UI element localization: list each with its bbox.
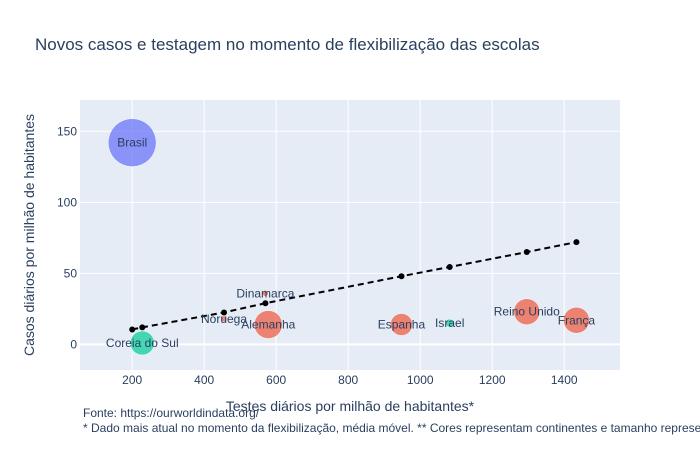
grid (80, 100, 620, 370)
x-tick-label: 1000 (407, 373, 434, 387)
trend-point (262, 300, 269, 307)
bubble-label: Dinamarca (236, 286, 294, 300)
plot-area (80, 100, 620, 370)
bubble-label: Brasil (117, 136, 147, 150)
x-axis-ticks: 200 400 600 800 1000 1200 1400 (122, 373, 578, 387)
bubble-label: Israel (435, 316, 464, 330)
x-tick-label: 800 (338, 373, 358, 387)
chart-title: Novos casos e testagem no momento de fle… (35, 35, 540, 54)
trend-point (129, 326, 136, 333)
bubble (262, 290, 269, 297)
bubble-label: Espanha (378, 318, 426, 332)
x-tick-label: 600 (266, 373, 286, 387)
bubble-label: Coreia do Sul (106, 336, 179, 350)
bubble (130, 330, 155, 356)
bubble (254, 310, 283, 339)
x-axis-title: Testes diários por milhão de habitantes* (226, 398, 475, 414)
y-tick-label: 100 (57, 195, 77, 209)
bubble-label: Reino Unido (494, 305, 560, 319)
bubble-label: Noruega (201, 312, 247, 326)
trend-point (573, 239, 580, 246)
bubble-label: Alemanha (241, 318, 295, 332)
y-tick-label: 50 (64, 266, 78, 280)
bubble (513, 298, 541, 325)
footnote: * Dado mais atual no momento da flexibil… (83, 421, 700, 435)
trend-point (221, 309, 227, 316)
x-tick-label: 200 (122, 373, 142, 387)
trend-point (398, 273, 405, 280)
bubble-label: França (558, 313, 596, 327)
trend-line (129, 239, 580, 333)
y-tick-label: 150 (57, 124, 77, 138)
trend-point (139, 324, 146, 331)
bubbles: Brasil Coreia do Sul Noruega Dinamarca Alema… (106, 118, 596, 356)
bubble (445, 318, 454, 328)
x-tick-label: 1200 (479, 373, 506, 387)
source-note: Fonte: https://ourworldindata.org/ (83, 406, 260, 420)
x-tick-label: 1400 (551, 373, 578, 387)
trend-point (446, 263, 453, 270)
x-tick-label: 400 (194, 373, 214, 387)
bubble (220, 315, 228, 323)
bubble (563, 307, 590, 334)
y-tick-label: 0 (70, 337, 77, 351)
trend-line-path (131, 241, 577, 331)
bubble (390, 313, 413, 336)
y-axis-ticks: 0 50 100 150 (57, 124, 77, 351)
trend-point (523, 249, 530, 256)
y-axis-title: Casos diários por milhão de habitantes (21, 114, 37, 356)
bubble (107, 118, 157, 167)
